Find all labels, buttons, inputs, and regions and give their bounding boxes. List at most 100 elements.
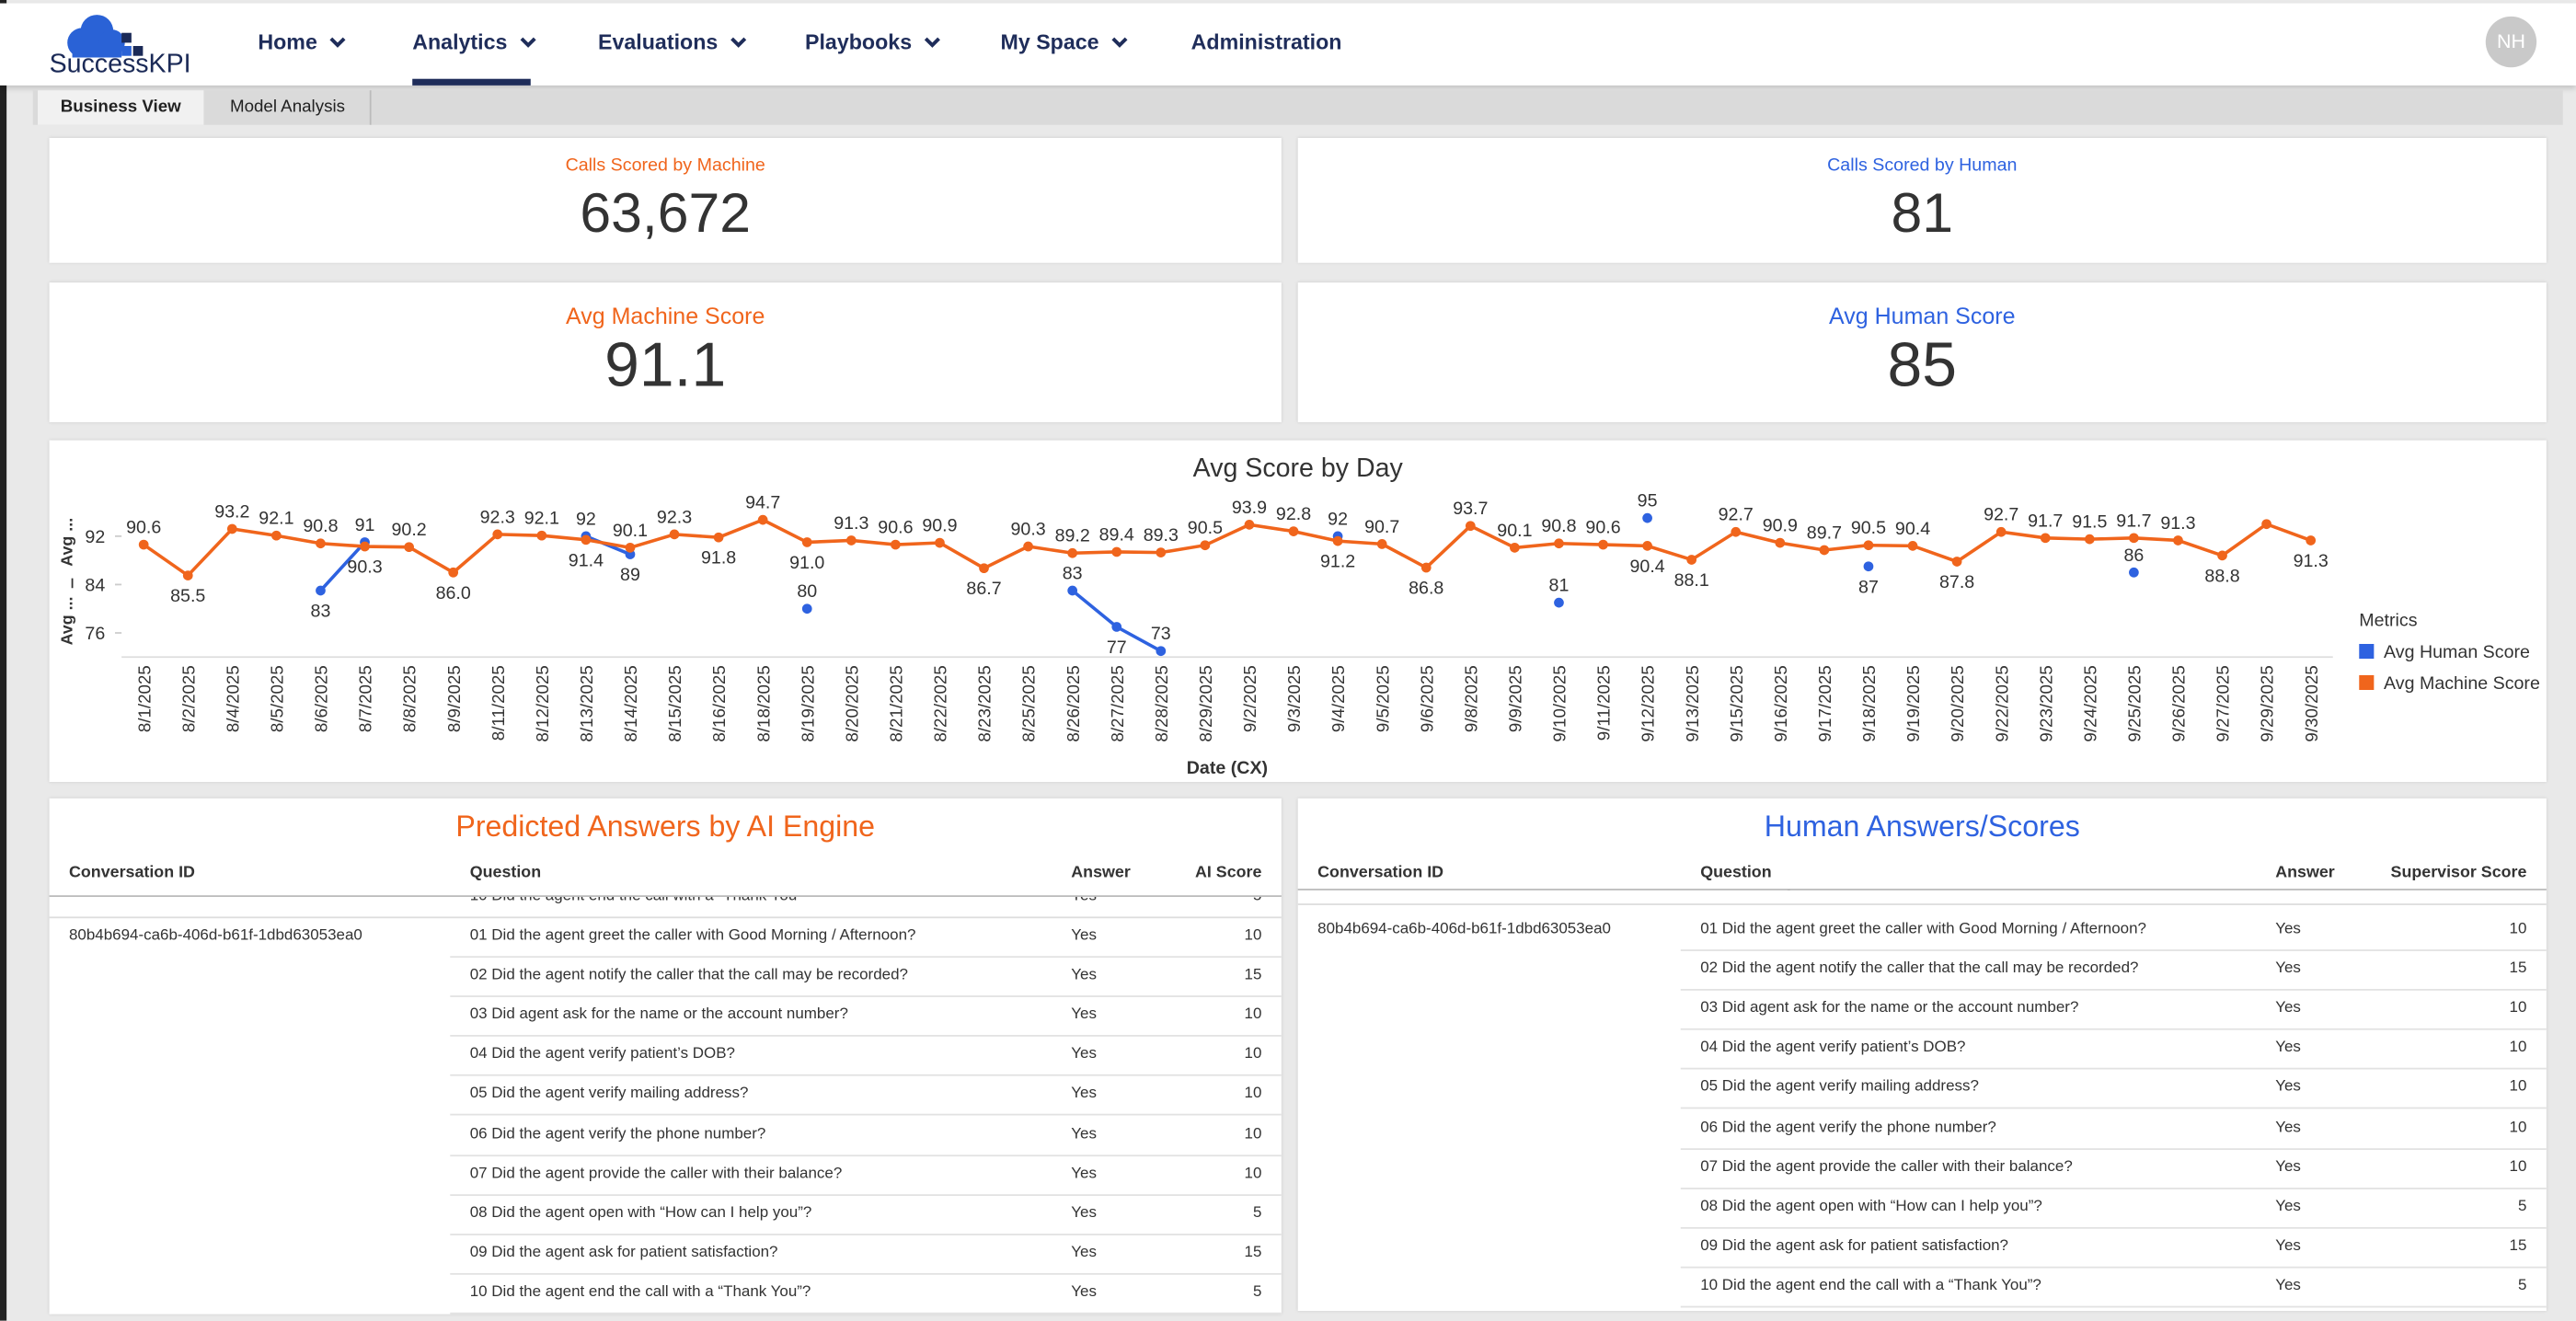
nav-item[interactable]: Playbooks [805, 29, 941, 54]
data-label: 83 [311, 602, 331, 622]
cell-score: 10 [2509, 919, 2527, 938]
cell-question: 10 Did the agent end the call with a “Th… [1700, 890, 2032, 903]
point [1332, 535, 1343, 546]
point [625, 542, 636, 553]
nav-label[interactable]: Playbooks [804, 29, 913, 54]
cell-score: 15 [2509, 959, 2527, 978]
column-header[interactable]: Question [1700, 864, 1772, 882]
data-label: 81 [1549, 576, 1570, 596]
nav-item[interactable]: Home [258, 29, 347, 54]
data-label: 87.8 [1939, 572, 1974, 592]
data-label: 91.4 [569, 550, 604, 570]
point [581, 534, 592, 546]
nav-item[interactable]: My Space [1000, 29, 1128, 54]
y-tick-label: 92 [85, 527, 105, 547]
tab-active[interactable]: Business View [38, 90, 204, 125]
column-header[interactable]: Answer [1071, 864, 1131, 882]
x-tick-label: 9/3/2025 [1284, 665, 1304, 732]
data-label: 90.5 [1188, 518, 1223, 538]
cell-question: 06 Did the agent verify the phone number… [1700, 1118, 1996, 1136]
data-label: 92.1 [259, 509, 293, 529]
chevron[interactable] [924, 35, 942, 48]
nav-label[interactable]: My Space [1000, 29, 1099, 54]
x-tick-label: 8/26/2025 [1064, 665, 1083, 741]
column-header[interactable]: Conversation ID [1317, 864, 1444, 882]
row-border [1680, 1226, 2547, 1229]
x-tick-label: 8/14/2025 [621, 665, 640, 741]
x-tick-label: 8/23/2025 [975, 665, 995, 741]
logo-text[interactable]: SuccessKPI [49, 51, 191, 79]
column-header[interactable]: Question [469, 864, 542, 882]
nav-label[interactable]: Evaluations [597, 29, 719, 54]
data-label: 90.2 [392, 520, 427, 540]
x-tick-label: 9/2/2025 [1240, 665, 1259, 732]
data-label: 89.3 [1144, 525, 1179, 546]
row-border [1680, 1266, 2547, 1269]
nav-item[interactable]: Administration [1191, 29, 1342, 54]
x-tick-label: 9/12/2025 [1639, 665, 1658, 741]
legend-label: Avg Machine Score [2384, 673, 2540, 694]
data-label: 94.7 [745, 493, 780, 513]
data-label: 92.3 [480, 507, 515, 527]
data-label: 91.7 [2116, 511, 2151, 531]
data-label: 90.4 [1630, 557, 1665, 577]
cell-answer: Yes [1071, 1124, 1097, 1143]
x-tick-label: 8/6/2025 [312, 665, 331, 732]
point [713, 532, 724, 543]
cell-question: 10 Did the agent end the call with a “Th… [470, 897, 802, 916]
cell-answer: Yes [1071, 1282, 1097, 1302]
cell-score: 10 [2509, 999, 2527, 1017]
cell-question: 08 Did the agent open with “How can I he… [469, 1203, 812, 1223]
avatar[interactable]: NH [2485, 16, 2537, 68]
chevron[interactable] [1110, 35, 1129, 48]
nav-label[interactable]: Administration [1190, 29, 1342, 54]
x-tick-label: 9/5/2025 [1373, 665, 1392, 732]
x-tick-label: 8/28/2025 [1152, 665, 1171, 741]
nav-item[interactable]: Analytics [412, 29, 536, 54]
column-header[interactable]: AI Score [1194, 864, 1262, 882]
point [1067, 547, 1078, 558]
chevron[interactable] [519, 35, 537, 48]
kpi-label: Avg Machine Score [566, 301, 765, 328]
nav-label[interactable]: Home [258, 29, 317, 54]
cell-score: 5 [2517, 1197, 2527, 1215]
data-label: 92.8 [1276, 504, 1311, 524]
nav-label[interactable]: Analytics [412, 29, 508, 54]
x-tick-label: 8/29/2025 [1196, 665, 1215, 741]
cell-answer: Yes [2275, 1078, 2301, 1097]
point [1288, 526, 1299, 536]
data-label: 90.3 [1011, 520, 1046, 540]
data-label: 87 [1858, 577, 1879, 597]
point [536, 530, 547, 541]
x-tick-label: 9/22/2025 [1992, 665, 2011, 741]
point [2129, 533, 2139, 544]
data-label: 77 [1107, 638, 1127, 658]
x-tick-label: 8/7/2025 [356, 665, 375, 732]
data-label: 88.8 [2204, 566, 2239, 586]
point [1819, 545, 1830, 556]
column-header[interactable]: Supervisor Score [2390, 864, 2527, 882]
row-border [450, 1312, 1282, 1315]
x-tick-label: 9/29/2025 [2258, 665, 2277, 741]
chevron[interactable] [328, 35, 347, 48]
data-label: 91.5 [2072, 512, 2107, 533]
tab[interactable]: Model Analysis [205, 90, 372, 125]
cell-score: 5 [1253, 897, 1261, 916]
column-header[interactable]: Conversation ID [68, 864, 195, 882]
row-border [450, 1074, 1282, 1077]
point [2040, 533, 2051, 544]
point [757, 514, 768, 525]
cell-question: 07 Did the agent provide the caller with… [1700, 1157, 2073, 1176]
cell-answer: Yes [1071, 926, 1097, 945]
x-tick-label: 9/9/2025 [1506, 665, 1525, 732]
data-label: 92 [576, 509, 596, 529]
x-tick-label: 9/8/2025 [1461, 665, 1480, 732]
data-label: 91.7 [2028, 511, 2063, 531]
chevron[interactable] [730, 35, 748, 48]
x-tick-label: 9/26/2025 [2169, 665, 2189, 741]
column-header[interactable]: Answer [2275, 864, 2335, 882]
cell-answer: Yes [1071, 1085, 1097, 1103]
nav-item[interactable]: Evaluations [598, 29, 747, 54]
cell-score: 10 [1244, 1045, 1262, 1063]
x-tick-label: 9/19/2025 [1903, 665, 1923, 741]
